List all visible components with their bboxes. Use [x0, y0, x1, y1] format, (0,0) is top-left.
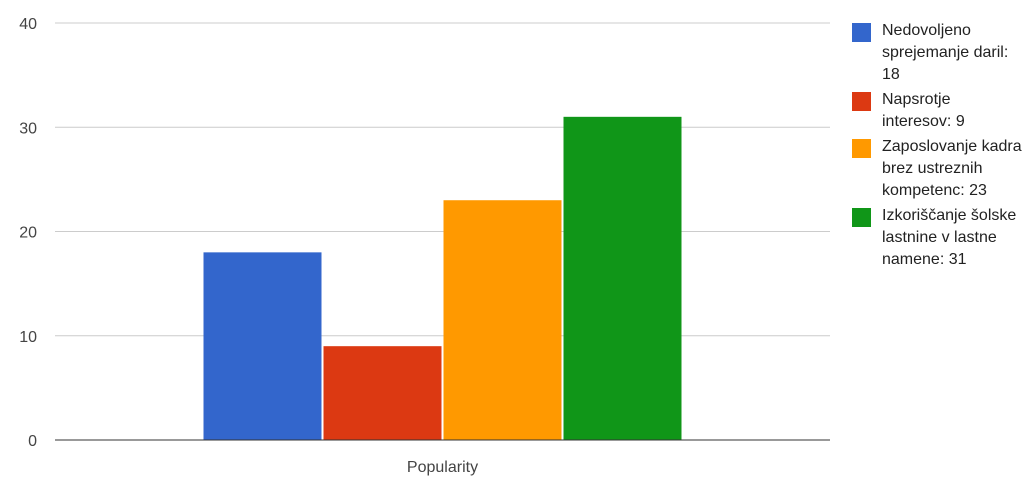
bar-1[interactable] [203, 252, 322, 440]
bars [203, 116, 682, 440]
legend-label: Izkoriščanje šolske lastnine v lastne na… [882, 207, 1017, 268]
y-tick-label: 40 [19, 16, 37, 33]
x-tick-label: Popularity [407, 459, 478, 476]
y-axis-ticks: 0 10 20 30 40 [19, 16, 37, 450]
legend-swatch [852, 23, 871, 42]
y-tick-label: 30 [19, 120, 37, 137]
bar-4[interactable] [563, 116, 682, 440]
y-tick-label: 10 [19, 329, 37, 346]
legend-swatch [852, 139, 871, 158]
legend-label: Nedovoljeno sprejemanje daril: 18 [882, 22, 1009, 83]
bar-3[interactable] [443, 200, 562, 440]
y-tick-label: 20 [19, 225, 37, 242]
legend-item[interactable]: Zaposlovanje kadra brez ustreznih kompet… [852, 136, 1024, 202]
legend-item[interactable]: Nedovoljeno sprejemanje daril: 18 [852, 20, 1024, 86]
legend-swatch [852, 92, 871, 111]
legend-label: Zaposlovanje kadra brez ustreznih kompet… [882, 138, 1022, 199]
legend-swatch [852, 208, 871, 227]
y-tick-label: 0 [28, 433, 37, 450]
bar-chart: 0 10 20 30 40 Popularity [19, 16, 830, 476]
bar-2[interactable] [323, 346, 442, 440]
gridlines [55, 22, 830, 337]
legend: Nedovoljeno sprejemanje daril: 18 Napsrot… [852, 20, 1024, 274]
legend-item[interactable]: Napsrotje interesov: 9 [852, 89, 1024, 133]
legend-label: Napsrotje interesov: 9 [882, 91, 965, 130]
legend-item[interactable]: Izkoriščanje šolske lastnine v lastne na… [852, 205, 1024, 271]
x-axis-ticks: Popularity [407, 459, 478, 476]
